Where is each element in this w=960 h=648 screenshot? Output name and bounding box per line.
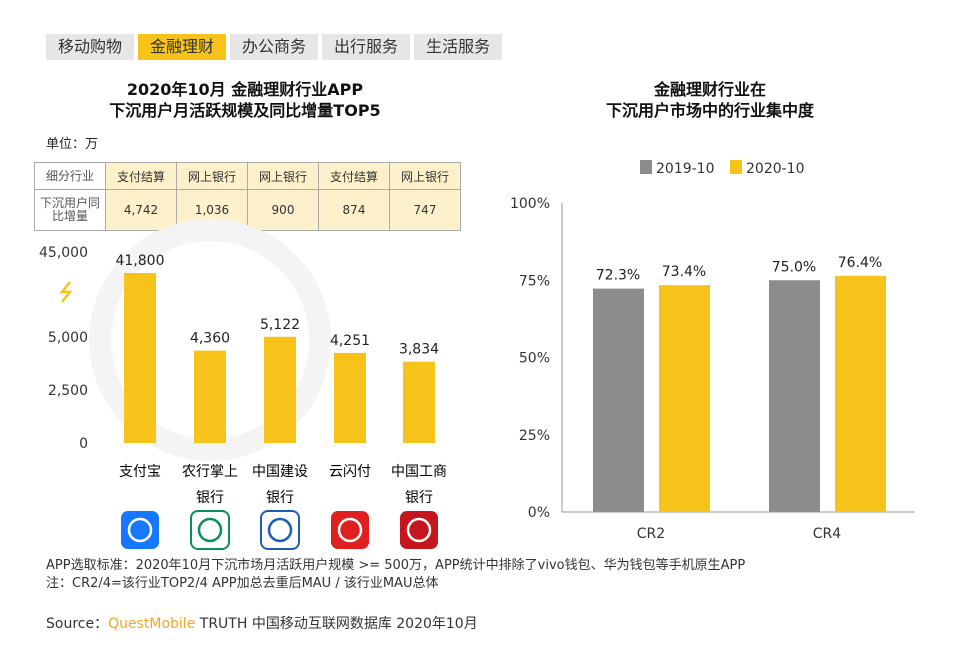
data-label: 4,360 bbox=[190, 331, 230, 347]
cell: 网上银行 bbox=[247, 162, 319, 190]
cell: 支付结算 bbox=[318, 162, 390, 190]
alipay-icon-glyph bbox=[127, 517, 153, 543]
bar bbox=[835, 275, 886, 512]
bar bbox=[659, 285, 710, 512]
abc-bank-icon-glyph bbox=[197, 517, 223, 543]
icbc-icon-glyph bbox=[406, 517, 432, 543]
notes: APP选取标准：2020年10月下沉市场月活跃用户规模 >= 500万，APP统… bbox=[46, 557, 745, 593]
title-line2: 下沉用户月活跃规模及同比增量TOP5 bbox=[109, 101, 381, 120]
x-tick-label: 银行 bbox=[405, 490, 433, 506]
note-1: APP选取标准：2020年10月下沉市场月活跃用户规模 >= 500万，APP统… bbox=[46, 558, 746, 573]
right-chart-title: 金融理财行业在下沉用户市场中的行业集中度 bbox=[560, 79, 860, 121]
x-tick-label: 农行掌上 bbox=[182, 464, 238, 480]
watermark-logo bbox=[89, 219, 331, 461]
x-tick-label: 中国工商 bbox=[391, 464, 447, 480]
cell: 网上银行 bbox=[176, 162, 248, 190]
title-line2: 下沉用户市场中的行业集中度 bbox=[605, 101, 814, 120]
tab-shopping[interactable]: 移动购物 bbox=[46, 34, 135, 60]
bar bbox=[124, 273, 156, 443]
bar bbox=[334, 352, 366, 443]
abc-bank-icon bbox=[190, 510, 230, 550]
legend-label: 2020-10 bbox=[746, 161, 805, 177]
legend-label: 2019-10 bbox=[656, 161, 715, 177]
tab-office[interactable]: 办公商务 bbox=[230, 34, 319, 60]
y-tick-label: 0 bbox=[79, 436, 88, 452]
legend-swatch bbox=[730, 160, 742, 174]
increment-table: 细分行业 支付结算 网上银行 网上银行 支付结算 网上银行 下沉用户同比增量 4,742… bbox=[34, 162, 461, 231]
source: Source：QuestMobile TRUTH 中国移动互联网数据库 2020… bbox=[46, 613, 478, 633]
left-chart-title: 2020年10月 金融理财行业APP 下沉用户月活跃规模及同比增量TOP5 bbox=[60, 79, 430, 121]
data-label: 4,251 bbox=[330, 333, 370, 349]
source-label: Source： bbox=[46, 616, 109, 632]
y-tick-label: 25% bbox=[519, 428, 550, 444]
y-tick-label: 0% bbox=[528, 505, 550, 521]
data-label: 75.0% bbox=[772, 259, 816, 275]
tab-finance[interactable]: 金融理财 bbox=[138, 34, 227, 60]
row2-header: 下沉用户同比增量 bbox=[34, 189, 106, 231]
data-label: 73.4% bbox=[662, 264, 706, 280]
x-tick-label: 银行 bbox=[196, 490, 224, 506]
unionpay-icon-glyph bbox=[337, 517, 363, 543]
bar bbox=[593, 288, 644, 512]
cell: 4,742 bbox=[105, 189, 177, 231]
y-tick-label: 45,000 bbox=[39, 245, 88, 261]
y-tick-label: 5,000 bbox=[48, 330, 88, 346]
x-tick-label: 云闪付 bbox=[329, 464, 371, 480]
questmobile-brand: QuestMobile bbox=[108, 616, 196, 632]
ccb-icon-glyph bbox=[267, 517, 293, 543]
x-tick-label: CR4 bbox=[813, 526, 842, 542]
x-tick-label: 支付宝 bbox=[119, 464, 161, 480]
y-tick-label: 75% bbox=[519, 273, 550, 289]
note-2: 注：CR2/4=该行业TOP2/4 APP加总去重后MAU / 该行业MAU总体 bbox=[46, 576, 439, 591]
unit-label: 单位：万 bbox=[46, 137, 99, 152]
row1-header: 细分行业 bbox=[34, 162, 106, 190]
bar bbox=[194, 350, 226, 443]
x-tick-label: 银行 bbox=[266, 490, 294, 506]
bar bbox=[769, 280, 820, 512]
source-rest: TRUTH 中国移动互联网数据库 2020年10月 bbox=[199, 616, 478, 632]
category-tabs: 移动购物 金融理财 办公商务 出行服务 生活服务 bbox=[46, 34, 503, 60]
title-line1: 金融理财行业在 bbox=[653, 80, 766, 99]
x-tick-label: CR2 bbox=[637, 526, 665, 542]
axis-break-icon bbox=[59, 281, 73, 303]
x-tick-label: 中国建设 bbox=[252, 464, 308, 480]
data-label: 3,834 bbox=[399, 342, 439, 358]
data-label: 5,122 bbox=[260, 317, 300, 333]
title-line1: 2020年10月 金融理财行业APP bbox=[126, 80, 364, 99]
tab-life[interactable]: 生活服务 bbox=[414, 34, 503, 60]
cell: 900 bbox=[247, 189, 319, 231]
data-label: 41,800 bbox=[116, 253, 165, 269]
cell: 支付结算 bbox=[105, 162, 177, 190]
ccb-icon bbox=[260, 510, 300, 550]
legend-swatch bbox=[640, 160, 652, 174]
y-tick-label: 100% bbox=[510, 196, 550, 212]
alipay-icon bbox=[121, 511, 159, 549]
data-label: 72.3% bbox=[596, 268, 640, 284]
unionpay-icon bbox=[331, 511, 369, 549]
cell: 747 bbox=[389, 189, 461, 231]
y-tick-label: 2,500 bbox=[48, 383, 88, 399]
y-tick-label: 50% bbox=[519, 351, 550, 367]
icbc-icon bbox=[400, 511, 438, 549]
data-label: 76.4% bbox=[838, 255, 882, 271]
bar bbox=[264, 336, 296, 443]
tab-travel[interactable]: 出行服务 bbox=[322, 34, 411, 60]
cell: 网上银行 bbox=[389, 162, 461, 190]
bar bbox=[403, 361, 435, 443]
cell: 874 bbox=[318, 189, 390, 231]
